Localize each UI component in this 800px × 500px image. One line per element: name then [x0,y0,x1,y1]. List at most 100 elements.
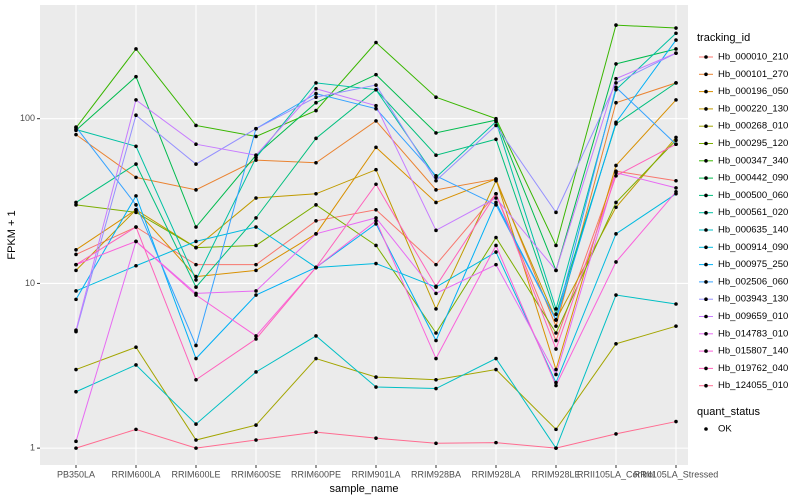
point [614,85,618,90]
legend-label: Hb_124055_010 [718,380,788,391]
point [674,142,678,147]
point [374,119,378,123]
point [614,81,618,85]
point [74,125,78,129]
legend-label: Hb_000442_090 [718,173,788,184]
point [614,260,618,264]
y-axis-title: FPKM + 1 [6,210,18,259]
point [674,31,678,36]
point [314,108,318,113]
point [254,216,258,220]
point [254,293,258,297]
point [674,51,678,55]
point [434,200,438,205]
point [374,72,378,77]
point [434,307,438,311]
point [374,182,378,187]
legend-key-point [704,89,708,94]
legend-key-point [704,55,708,59]
point [74,289,78,293]
point [134,194,138,198]
point [614,174,618,178]
point [314,356,318,361]
point [314,136,318,141]
x-tick-label: RRIM928LE [531,469,580,479]
point [254,423,258,427]
point [254,334,258,338]
point [74,439,78,444]
legend-label: Hb_003943_130 [718,294,788,305]
point [434,131,438,135]
x-tick-label: RRIM928BA [411,469,461,479]
point [374,83,378,87]
point [134,263,138,268]
point [614,293,618,297]
legend-label: Hb_000975_250 [718,259,788,270]
point [374,103,378,108]
point [614,200,618,205]
legend-key-point [704,366,708,371]
point [674,38,678,42]
point [374,243,378,248]
legend-key-point [704,124,708,128]
point [194,245,198,250]
legend-key-point [704,141,708,146]
point [314,430,318,434]
legend-label: Hb_000101_270 [718,69,788,80]
point [374,375,378,379]
point [374,145,378,150]
point [74,247,78,252]
y-tick-label: 100 [20,113,35,123]
point [434,178,438,183]
point [254,243,258,248]
point [614,163,618,168]
point [194,293,198,297]
point [254,370,258,374]
point [254,268,258,273]
point [554,383,558,388]
point [134,113,138,118]
point [494,367,498,372]
point [374,207,378,212]
legend-key-point [704,314,708,319]
point [254,337,258,341]
point [614,23,618,27]
point [254,126,258,131]
y-tick-label: 1 [30,443,35,453]
legend-key-point [704,72,708,77]
point [554,318,558,322]
point [74,262,78,267]
point [494,178,498,183]
point [434,441,438,446]
point [74,367,78,372]
point [554,243,558,248]
point [494,203,498,207]
x-tick-label: RRII105LA_Control [577,469,655,479]
point [134,74,138,79]
legend-label: Hb_014783_010 [718,328,788,339]
legend-label: Hb_000347_340 [718,155,788,166]
point [494,196,498,200]
legend-key-point [704,262,708,267]
point [374,106,378,111]
point [254,158,258,162]
point [494,250,498,254]
x-tick-label: RRIM901LA [351,469,400,479]
point [494,440,498,445]
legend-key-point [704,297,708,302]
point [674,47,678,51]
point [554,312,558,317]
point-legend-label: OK [718,424,732,435]
point [494,356,498,361]
legend-key-point [704,176,708,180]
legend-key-point [704,159,708,163]
point [194,356,198,361]
point [134,225,138,229]
x-tick-label: RRIM928LA [471,469,520,479]
point [674,98,678,102]
point [74,268,78,273]
point [254,134,258,139]
point [134,144,138,149]
x-tick-label: RRIM600LA [111,469,160,479]
legend-label: Hb_000295_120 [718,138,788,149]
